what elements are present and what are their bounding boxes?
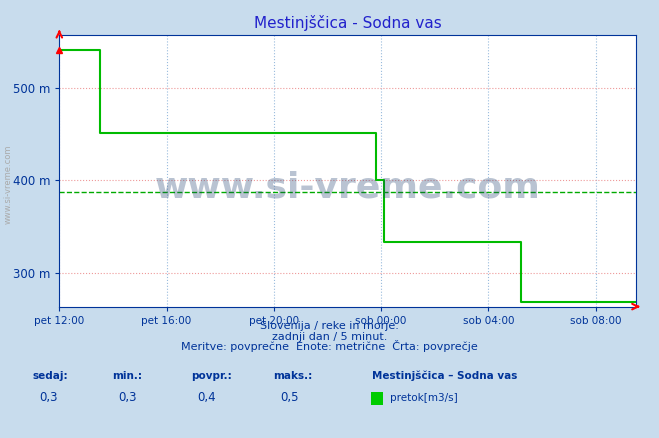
Text: 0,3: 0,3 (119, 391, 137, 404)
Text: 0,5: 0,5 (280, 391, 299, 404)
Text: 0,4: 0,4 (198, 391, 216, 404)
Title: Mestinjščica - Sodna vas: Mestinjščica - Sodna vas (254, 15, 442, 31)
Text: 0,3: 0,3 (40, 391, 58, 404)
Text: Meritve: povprečne  Enote: metrične  Črta: povprečje: Meritve: povprečne Enote: metrične Črta:… (181, 340, 478, 353)
Text: sedaj:: sedaj: (33, 371, 69, 381)
Text: zadnji dan / 5 minut.: zadnji dan / 5 minut. (272, 332, 387, 342)
Text: www.si-vreme.com: www.si-vreme.com (3, 144, 13, 224)
Text: www.si-vreme.com: www.si-vreme.com (155, 170, 540, 204)
Text: Mestinjščica – Sodna vas: Mestinjščica – Sodna vas (372, 371, 518, 381)
Text: povpr.:: povpr.: (191, 371, 232, 381)
Text: pretok[m3/s]: pretok[m3/s] (390, 393, 458, 403)
Text: Slovenija / reke in morje.: Slovenija / reke in morje. (260, 321, 399, 332)
Text: maks.:: maks.: (273, 371, 313, 381)
Text: min.:: min.: (112, 371, 142, 381)
